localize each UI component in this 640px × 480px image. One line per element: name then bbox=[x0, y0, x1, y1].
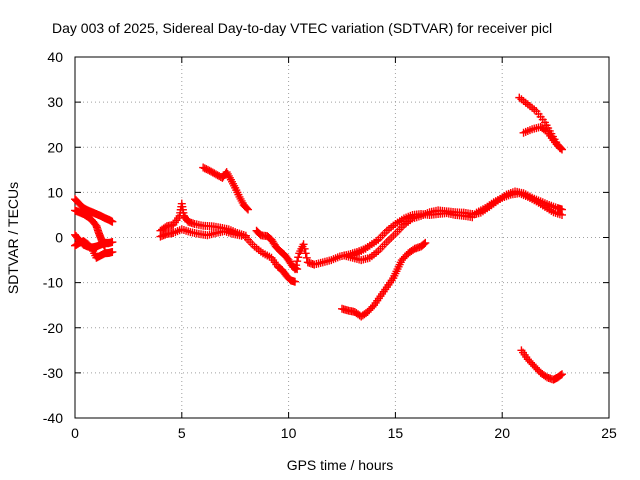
x-tick-label: 15 bbox=[388, 425, 404, 441]
data-point bbox=[558, 370, 567, 379]
y-tick-label: 10 bbox=[47, 184, 63, 200]
data-point bbox=[294, 253, 303, 262]
x-tick-label: 0 bbox=[71, 425, 79, 441]
series-arc-17 bbox=[519, 122, 564, 153]
y-tick-label: 30 bbox=[47, 94, 63, 110]
data-point bbox=[108, 217, 117, 226]
data-point bbox=[244, 205, 253, 214]
data-point bbox=[302, 253, 311, 262]
data-point bbox=[556, 371, 565, 380]
data-point bbox=[558, 210, 567, 219]
chart-title: Day 003 of 2025, Sidereal Day-to-day VTE… bbox=[52, 20, 552, 36]
y-tick-label: -20 bbox=[43, 320, 63, 336]
series-arc-1 bbox=[71, 195, 117, 226]
series-arc-9 bbox=[252, 226, 302, 274]
series-arc-4 bbox=[71, 237, 117, 262]
data-point bbox=[292, 261, 301, 270]
y-tick-label: -40 bbox=[43, 410, 63, 426]
x-tick-label: 5 bbox=[178, 425, 186, 441]
data-point bbox=[554, 142, 563, 151]
x-tick-label: 25 bbox=[601, 425, 617, 441]
data-point bbox=[299, 240, 308, 249]
y-axis-label: SDTVAR / TECUs bbox=[5, 182, 21, 294]
y-tick-label: 0 bbox=[55, 230, 63, 246]
x-tick-label: 20 bbox=[494, 425, 510, 441]
y-tick-label: 40 bbox=[47, 49, 63, 65]
data-marks bbox=[71, 93, 567, 384]
data-point bbox=[108, 247, 117, 256]
y-tick-label: 20 bbox=[47, 139, 63, 155]
data-point bbox=[421, 238, 430, 247]
data-point bbox=[555, 144, 564, 153]
axis-ticks: 0 5 10 15 20 25 -40 -30 -20 -10 0 10 20 30 40 bbox=[43, 49, 617, 441]
data-point bbox=[301, 249, 310, 258]
data-point bbox=[291, 277, 300, 286]
series-arc-8 bbox=[241, 233, 300, 286]
series-arc-15 bbox=[472, 189, 567, 219]
x-axis-label: GPS time / hours bbox=[287, 457, 394, 473]
series-arc-18 bbox=[517, 346, 567, 384]
data-point bbox=[242, 204, 251, 213]
data-point bbox=[237, 231, 246, 240]
series-arc-12 bbox=[340, 206, 477, 265]
data-point bbox=[420, 239, 429, 248]
data-point bbox=[291, 265, 300, 274]
data-point bbox=[293, 257, 302, 266]
y-tick-label: -30 bbox=[43, 365, 63, 381]
series-arc-6 bbox=[156, 225, 246, 241]
series-arc-7 bbox=[199, 163, 253, 214]
x-tick-label: 10 bbox=[281, 425, 297, 441]
series-arc-13 bbox=[338, 238, 430, 321]
y-tick-label: -10 bbox=[43, 275, 63, 291]
data-point bbox=[108, 238, 117, 247]
data-point bbox=[300, 244, 309, 253]
series-arc-10 bbox=[291, 240, 370, 274]
